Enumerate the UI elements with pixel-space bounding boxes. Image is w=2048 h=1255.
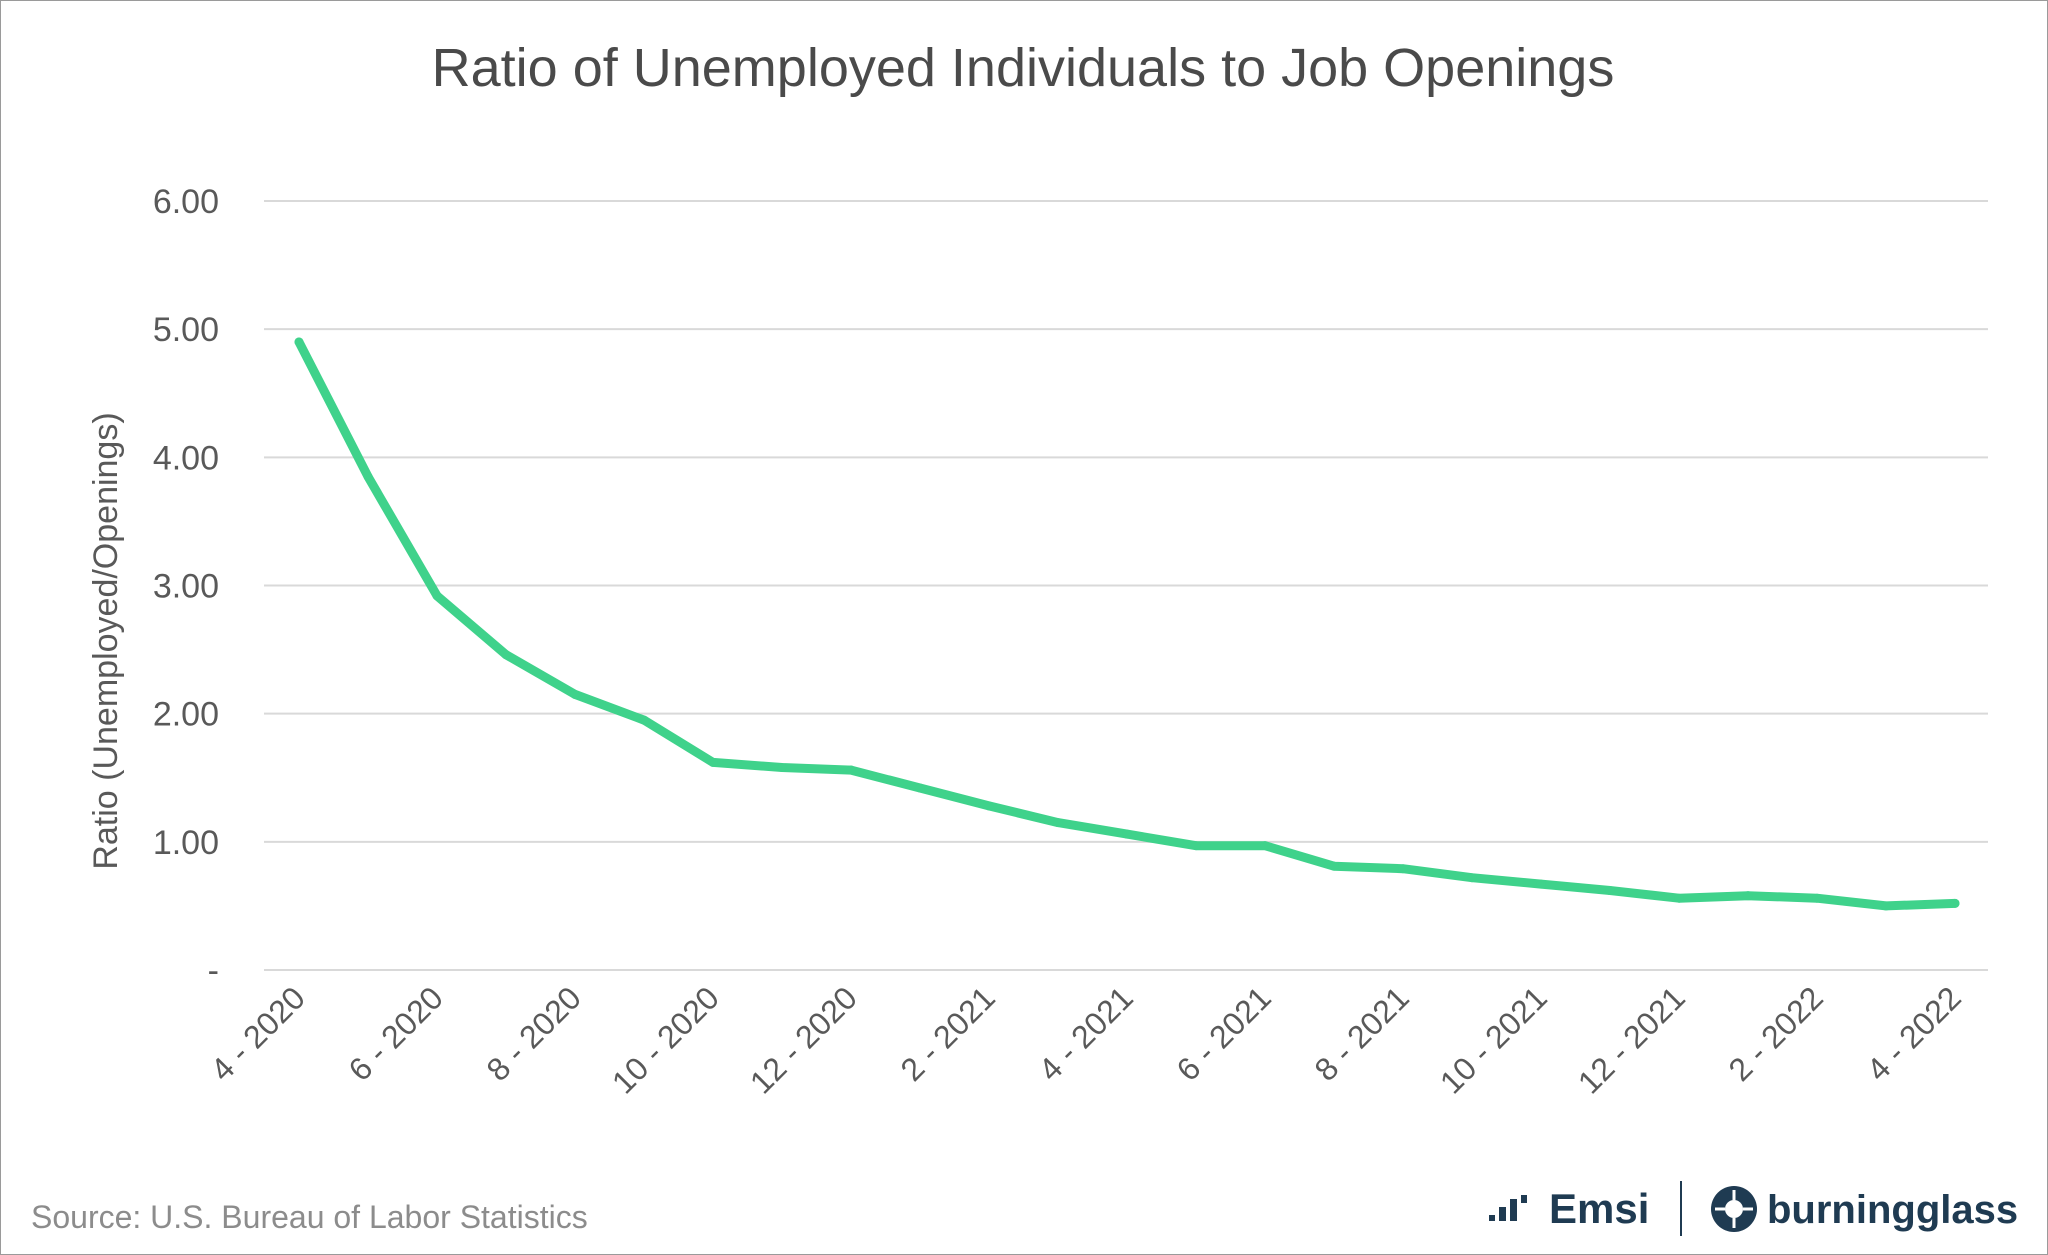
data-point <box>777 762 787 772</box>
data-point <box>1605 886 1615 896</box>
x-tick-label: 4 - 2022 <box>1859 979 1967 1087</box>
burningglass-emblem-icon <box>1711 1186 1757 1232</box>
burningglass-logo: burningglass <box>1711 1186 2018 1232</box>
data-point <box>1812 893 1822 903</box>
data-point <box>1881 901 1891 911</box>
data-point <box>570 689 580 699</box>
data-point <box>1122 829 1132 839</box>
series-layer <box>294 337 1960 911</box>
source-note: Source: U.S. Bureau of Labor Statistics <box>31 1199 588 1235</box>
x-tick-label: 8 - 2020 <box>479 979 587 1087</box>
data-point <box>984 801 994 811</box>
data-point <box>501 650 511 660</box>
burningglass-wordmark: burningglass <box>1767 1188 2018 1232</box>
x-axis-ticks: 4 - 2020 6 - 2020 8 - 2020 10 - 2020 12 - 20… <box>203 979 1967 1100</box>
data-point <box>363 472 373 482</box>
data-point <box>639 715 649 725</box>
data-point <box>1260 841 1270 851</box>
x-tick-label: 10 - 2021 <box>1433 979 1554 1100</box>
data-point <box>708 757 718 767</box>
data-point <box>915 783 925 793</box>
data-point <box>1053 818 1063 828</box>
y-tick-label: 1.00 <box>153 824 219 862</box>
bar-chart-icon <box>1489 1195 1527 1221</box>
data-point <box>1674 893 1684 903</box>
x-tick-label: 4 - 2021 <box>1031 979 1139 1087</box>
x-tick-label: 2 - 2022 <box>1721 979 1829 1087</box>
data-point <box>1329 861 1339 871</box>
x-tick-label: 6 - 2020 <box>341 979 449 1087</box>
y-tick-label: 2.00 <box>153 696 219 734</box>
series-line-0 <box>294 337 1960 911</box>
y-tick-label: 4.00 <box>153 439 219 477</box>
y-tick-label: 5.00 <box>153 311 219 349</box>
x-tick-label: 12 - 2021 <box>1571 979 1692 1100</box>
x-tick-label: 4 - 2020 <box>203 979 311 1087</box>
y-tick-label: 6.00 <box>153 183 219 221</box>
chart-title: Ratio of Unemployed Individuals to Job O… <box>432 38 1615 98</box>
data-point <box>1950 898 1960 908</box>
data-point <box>846 765 856 775</box>
y-axis-ticks: - 1.00 2.00 3.00 4.00 5.00 6.00 <box>153 183 219 990</box>
x-tick-label: 12 - 2020 <box>743 979 864 1100</box>
emsi-logo: Emsi <box>1489 1185 1649 1232</box>
gridlines <box>264 200 1988 971</box>
y-tick-label: 3.00 <box>153 568 219 606</box>
data-point <box>1743 891 1753 901</box>
data-point <box>294 337 304 347</box>
x-tick-label: 6 - 2021 <box>1169 979 1277 1087</box>
data-point <box>1398 864 1408 874</box>
x-tick-label: 8 - 2021 <box>1307 979 1415 1087</box>
data-point <box>432 591 442 601</box>
y-tick-label: - <box>208 952 219 990</box>
data-point <box>1536 879 1546 889</box>
data-point <box>1191 841 1201 851</box>
x-tick-label: 2 - 2021 <box>893 979 1001 1087</box>
emsi-wordmark: Emsi <box>1549 1185 1649 1232</box>
data-point <box>1467 873 1477 883</box>
x-tick-label: 10 - 2020 <box>605 979 726 1100</box>
y-axis-label: Ratio (Unemployed/Openings) <box>87 412 125 869</box>
